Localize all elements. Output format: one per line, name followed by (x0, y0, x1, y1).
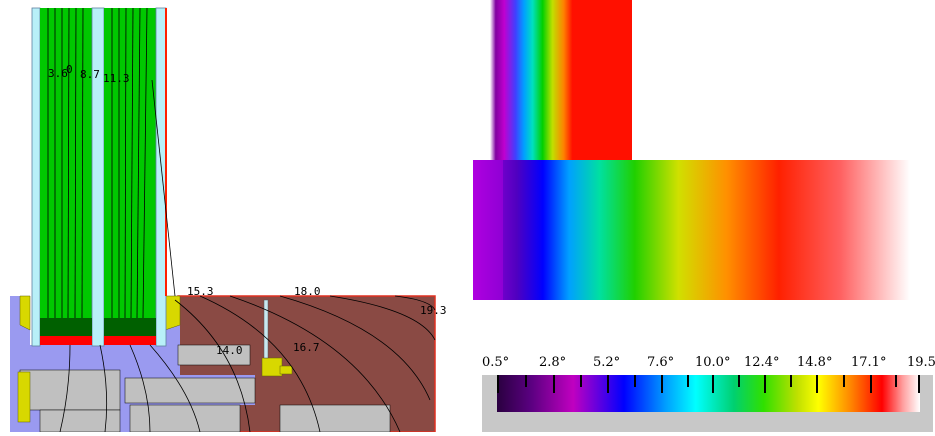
isotherm-label: 8.7 (80, 68, 100, 81)
legend-color-scale (497, 375, 920, 412)
legend-tick-label: 2.8° (539, 355, 567, 370)
legend-tick (764, 375, 766, 393)
glass-pane-middle (91, 7, 105, 347)
legend-tick (580, 375, 582, 387)
hardware-fitting (261, 357, 283, 377)
isotherm-lines-glass (47, 7, 176, 319)
legend-tick-label: 5.2° (593, 355, 621, 370)
isotherm-lines-frame (59, 295, 436, 433)
legend-tick-label: 10.0° (695, 355, 731, 370)
isotherm-label: 0 (66, 63, 73, 76)
frame-chamber-6 (177, 344, 251, 366)
gas-cavity-right (104, 8, 156, 318)
legend-tick (634, 375, 636, 387)
frame-chamber-5 (279, 404, 391, 433)
seal-left (19, 295, 31, 331)
spacer-right (104, 318, 156, 336)
outer-edge-region (473, 160, 503, 300)
legend-tick (661, 375, 663, 393)
legend-tick-label: 19.5 (907, 355, 935, 370)
handle-fitting (17, 371, 31, 423)
legend-tick-label: 7.6° (647, 355, 675, 370)
legend-tick-label: 14.8° (797, 355, 833, 370)
legend-tick (790, 375, 792, 387)
frame-chamber-4 (129, 404, 241, 433)
glass-temperature-region (490, 0, 632, 160)
isotherm-label: 11.3 (103, 72, 130, 85)
legend-tick-label: 12.4° (744, 355, 780, 370)
glass-pane-left (31, 7, 41, 347)
isotherm-label: 19.3 (420, 304, 447, 317)
frame-temperature-region (473, 160, 910, 300)
frame-chamber-2 (124, 377, 256, 404)
isotherm-svg: 3.6 0 8.7 11.3 15.3 18.0 19.3 14.0 16.7 (10, 7, 447, 433)
legend-tick (870, 375, 872, 393)
legend-tick (843, 375, 845, 387)
sealant-right (104, 336, 156, 345)
legend-tick (553, 375, 555, 393)
anchor-rod (263, 299, 269, 359)
legend-tick (687, 375, 689, 387)
legend-tick (895, 375, 897, 387)
sealant-left (40, 336, 92, 345)
temperature-legend: 0.5° 2.8° 5.2° 7.6° 10.0° 12.4° 14.8° 17… (480, 355, 935, 432)
isotherm-label: 18.0 (294, 285, 321, 298)
frame-chamber-3 (39, 409, 121, 433)
legend-tick (738, 375, 740, 387)
gas-cavity-left (40, 8, 92, 318)
hardware-fitting-tip (279, 365, 293, 375)
temperature-field-view (470, 0, 915, 305)
legend-tick (497, 375, 499, 393)
legend-tick (525, 375, 527, 387)
legend-tick (918, 375, 920, 393)
isotherm-label: 14.0 (216, 344, 243, 357)
glass-pane-right (155, 7, 167, 347)
legend-tick (712, 375, 714, 393)
legend-tick (607, 375, 609, 393)
legend-tick-label: 0.5° (482, 355, 510, 370)
legend-tick-label: 17.1° (851, 355, 887, 370)
isotherm-label: 3.6 (48, 67, 68, 80)
isotherm-label: 15.3 (187, 285, 214, 298)
temperature-field-svg (473, 0, 910, 300)
isotherm-section-view: 3.6 0 8.7 11.3 15.3 18.0 19.3 14.0 16.7 (0, 0, 460, 433)
spacer-left (40, 318, 92, 336)
isotherm-label: 16.7 (293, 341, 320, 354)
legend-tick (816, 375, 818, 393)
